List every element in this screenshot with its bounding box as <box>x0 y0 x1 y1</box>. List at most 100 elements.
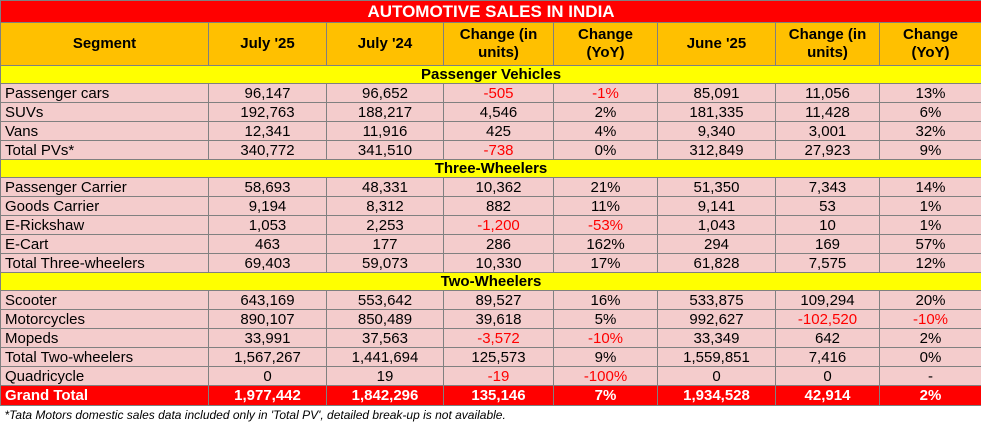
segment-cell: E-Cart <box>0 234 209 254</box>
july-24-cell: 1,441,694 <box>326 347 444 367</box>
change-units-yoy-cell: -505 <box>443 83 554 103</box>
change-pct-mom-cell: 1% <box>878 196 981 216</box>
july-25-cell: 69,403 <box>208 253 327 273</box>
change-units-mom-cell: 0 <box>775 366 880 386</box>
header-change-units-yoy: Change (in units) <box>443 22 554 66</box>
july-25-cell: 890,107 <box>208 309 327 329</box>
change-pct-mom-cell: - <box>878 366 981 386</box>
change-units-yoy-cell: -19 <box>443 366 554 386</box>
june-25-cell: 992,627 <box>657 309 776 329</box>
change-units-mom-cell: 109,294 <box>775 290 880 310</box>
table-row: E-Rickshaw 1,053 2,253 -1,200 -53% 1,043 10 1% <box>0 215 981 235</box>
change-units-mom-cell: 27,923 <box>775 140 880 160</box>
july-24-cell: 37,563 <box>326 328 444 348</box>
change-units-mom-cell: 53 <box>775 196 880 216</box>
table-row: E-Cart 463 177 286 162% 294 169 57% <box>0 234 981 254</box>
july-25-cell: 340,772 <box>208 140 327 160</box>
change-pct-mom-cell: 14% <box>878 177 981 197</box>
grand-total-segment-cell: Grand Total <box>0 385 209 406</box>
change-pct-yoy-cell: 162% <box>553 234 658 254</box>
segment-cell: Motorcycles <box>0 309 209 329</box>
change-pct-yoy-cell: 0% <box>553 140 658 160</box>
june-25-cell: 1,559,851 <box>657 347 776 367</box>
change-units-yoy-cell: 425 <box>443 121 554 141</box>
section-title: Passenger Vehicles <box>0 65 981 84</box>
table-row: SUVs 192,763 188,217 4,546 2% 181,335 11,428 6% <box>0 102 981 122</box>
segment-cell: Mopeds <box>0 328 209 348</box>
july-25-cell: 33,991 <box>208 328 327 348</box>
change-units-mom-cell: 7,416 <box>775 347 880 367</box>
july-25-cell: 463 <box>208 234 327 254</box>
june-25-cell: 181,335 <box>657 102 776 122</box>
change-units-yoy-cell: 10,362 <box>443 177 554 197</box>
table-row: Motorcycles 890,107 850,489 39,618 5% 992,627… <box>0 309 981 329</box>
change-pct-mom-cell: 0% <box>878 347 981 367</box>
change-units-yoy-cell: 10,330 <box>443 253 554 273</box>
july-25-cell: 12,341 <box>208 121 327 141</box>
july-25-cell: 96,147 <box>208 83 327 103</box>
change-units-yoy-cell: -3,572 <box>443 328 554 348</box>
grand-total-june-25-cell: 1,934,528 <box>657 385 776 406</box>
change-units-yoy-cell: -1,200 <box>443 215 554 235</box>
change-pct-yoy-cell: 2% <box>553 102 658 122</box>
grand-total-july-25-cell: 1,977,442 <box>208 385 327 406</box>
table-row: Mopeds 33,991 37,563 -3,572 -10% 33,349 642 2% <box>0 328 981 348</box>
header-july-24: July '24 <box>326 22 444 66</box>
segment-cell: Vans <box>0 121 209 141</box>
segment-cell: Scooter <box>0 290 209 310</box>
section-title: Three-Wheelers <box>0 159 981 178</box>
segment-cell: Passenger Carrier <box>0 177 209 197</box>
june-25-cell: 533,875 <box>657 290 776 310</box>
july-25-cell: 0 <box>208 366 327 386</box>
change-units-yoy-cell: 4,546 <box>443 102 554 122</box>
change-units-mom-cell: 642 <box>775 328 880 348</box>
change-units-mom-cell: 11,056 <box>775 83 880 103</box>
change-pct-mom-cell: 6% <box>878 102 981 122</box>
table-row: Goods Carrier 9,194 8,312 882 11% 9,141 53 1% <box>0 196 981 216</box>
header-segment: Segment <box>0 22 209 66</box>
header-change-pct-mom: Change (YoY) <box>878 22 981 66</box>
change-units-yoy-cell: -738 <box>443 140 554 160</box>
change-units-yoy-cell: 89,527 <box>443 290 554 310</box>
july-24-cell: 177 <box>326 234 444 254</box>
july-25-cell: 1,567,267 <box>208 347 327 367</box>
july-24-cell: 553,642 <box>326 290 444 310</box>
grand-total-july-24-cell: 1,842,296 <box>326 385 444 406</box>
title-row: AUTOMOTIVE SALES IN INDIA <box>0 0 981 23</box>
table-title: AUTOMOTIVE SALES IN INDIA <box>0 0 981 23</box>
header-change-units-mom: Change (in units) <box>775 22 880 66</box>
july-25-cell: 58,693 <box>208 177 327 197</box>
grand-total-change-pct-yoy-cell: 7% <box>553 385 658 406</box>
change-pct-mom-cell: 12% <box>878 253 981 273</box>
table-row: Total Two-wheelers 1,567,267 1,441,694 125,… <box>0 347 981 367</box>
grand-total-change-units-mom-cell: 42,914 <box>775 385 880 406</box>
change-pct-mom-cell: 9% <box>878 140 981 160</box>
july-25-cell: 643,169 <box>208 290 327 310</box>
july-24-cell: 8,312 <box>326 196 444 216</box>
change-units-mom-cell: 10 <box>775 215 880 235</box>
july-25-cell: 192,763 <box>208 102 327 122</box>
change-pct-mom-cell: 2% <box>878 328 981 348</box>
change-pct-yoy-cell: -53% <box>553 215 658 235</box>
change-units-mom-cell: 11,428 <box>775 102 880 122</box>
change-units-mom-cell: 3,001 <box>775 121 880 141</box>
table-row: Passenger Carrier 58,693 48,331 10,362 21% 51… <box>0 177 981 197</box>
july-25-cell: 1,053 <box>208 215 327 235</box>
change-pct-yoy-cell: -1% <box>553 83 658 103</box>
june-25-cell: 294 <box>657 234 776 254</box>
change-units-mom-cell: 169 <box>775 234 880 254</box>
segment-cell: Passenger cars <box>0 83 209 103</box>
change-pct-yoy-cell: 11% <box>553 196 658 216</box>
change-units-mom-cell: 7,343 <box>775 177 880 197</box>
change-pct-mom-cell: -10% <box>878 309 981 329</box>
grand-total-row: Grand Total 1,977,442 1,842,296 135,146 7% 1,… <box>0 385 981 406</box>
change-units-mom-cell: -102,520 <box>775 309 880 329</box>
change-units-yoy-cell: 286 <box>443 234 554 254</box>
grand-total-change-pct-mom-cell: 2% <box>878 385 981 406</box>
change-pct-yoy-cell: -10% <box>553 328 658 348</box>
section-header-row: Passenger Vehicles <box>0 65 981 84</box>
change-pct-mom-cell: 32% <box>878 121 981 141</box>
table-row: Total Three-wheelers 69,403 59,073 10,330 17… <box>0 253 981 273</box>
june-25-cell: 85,091 <box>657 83 776 103</box>
